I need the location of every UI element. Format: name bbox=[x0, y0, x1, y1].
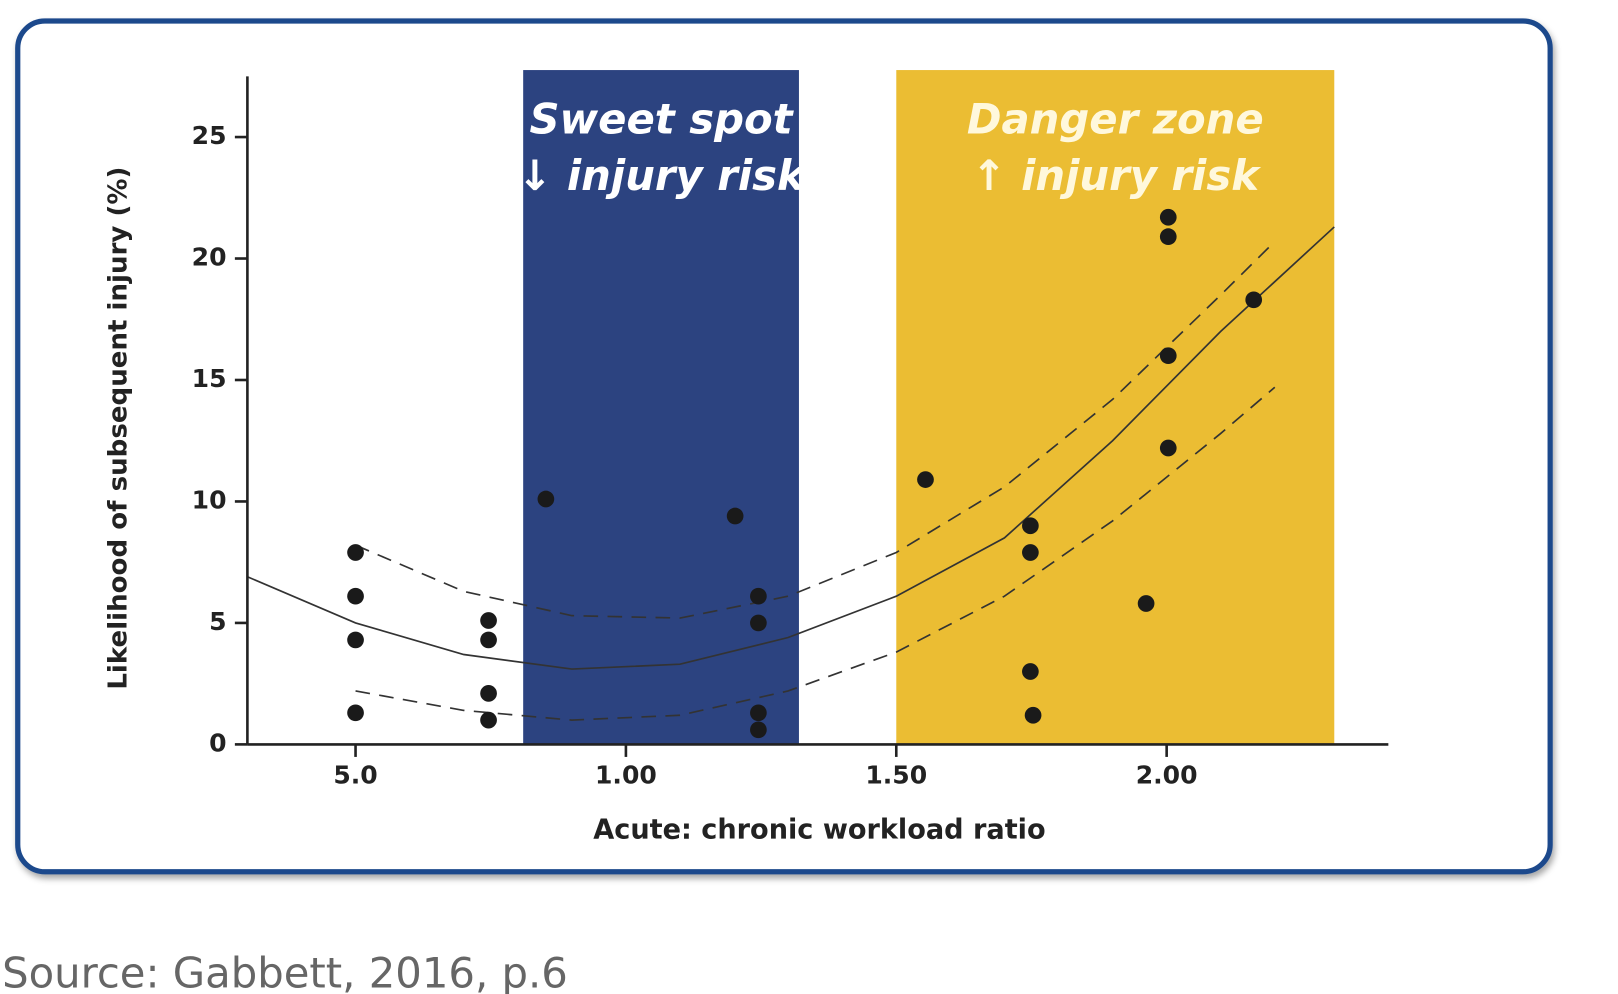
data-point bbox=[1159, 208, 1177, 226]
data-point bbox=[347, 704, 364, 722]
y-tick-label: 10 bbox=[192, 485, 227, 514]
data-point bbox=[347, 587, 364, 605]
fit-curve bbox=[355, 386, 1276, 721]
data-point bbox=[750, 587, 767, 605]
data-point bbox=[1159, 439, 1177, 457]
x-tick-label: 5.0 bbox=[333, 761, 377, 790]
data-point bbox=[347, 631, 364, 649]
data-point bbox=[1024, 706, 1042, 724]
data-point bbox=[537, 490, 555, 508]
data-point bbox=[750, 614, 767, 632]
data-point bbox=[1022, 663, 1039, 680]
data-point bbox=[1022, 544, 1039, 561]
x-axis-label: Acute: chronic workload ratio bbox=[593, 815, 1045, 846]
data-point bbox=[480, 631, 497, 649]
fit-curve bbox=[355, 240, 1276, 619]
data-point bbox=[750, 721, 767, 739]
data-point bbox=[480, 711, 497, 729]
data-point bbox=[480, 685, 497, 702]
zone-label: ↑ injury risk bbox=[972, 151, 1262, 200]
y-tick-label: 5 bbox=[209, 607, 226, 636]
data-point bbox=[1159, 347, 1177, 365]
source: Source: Gabbett, 2016, p.6 bbox=[2, 949, 568, 994]
data-point bbox=[750, 704, 767, 722]
zone-band bbox=[896, 70, 1335, 745]
zone-label: Danger zone bbox=[967, 95, 1264, 144]
zone-band bbox=[523, 70, 799, 745]
data-point bbox=[917, 471, 934, 488]
y-tick-label: 25 bbox=[192, 121, 227, 150]
data-point bbox=[347, 544, 364, 561]
y-axis-label: Likelihood of subsequent injury (%) bbox=[104, 167, 134, 690]
fit-curve bbox=[247, 226, 1335, 670]
y-tick-label: 20 bbox=[192, 243, 227, 272]
data-point bbox=[1245, 291, 1263, 309]
plot: Sweet spot ↓ injury risk Danger zone ↑ inju… bbox=[192, 70, 1389, 790]
data-point bbox=[1137, 595, 1155, 612]
zone-label: ↓ injury risk bbox=[517, 151, 807, 200]
x-tick-label: 1.50 bbox=[865, 761, 927, 790]
data-point bbox=[1022, 517, 1039, 535]
x-tick-label: 1.00 bbox=[595, 761, 657, 790]
x-tick-label: 2.00 bbox=[1136, 761, 1198, 790]
y-tick-label: 15 bbox=[192, 364, 227, 393]
data-point bbox=[480, 612, 497, 629]
data-point bbox=[726, 507, 744, 525]
data-point bbox=[1159, 228, 1177, 246]
zone-label: Sweet spot bbox=[529, 95, 794, 144]
y-tick-label: 0 bbox=[209, 728, 226, 757]
